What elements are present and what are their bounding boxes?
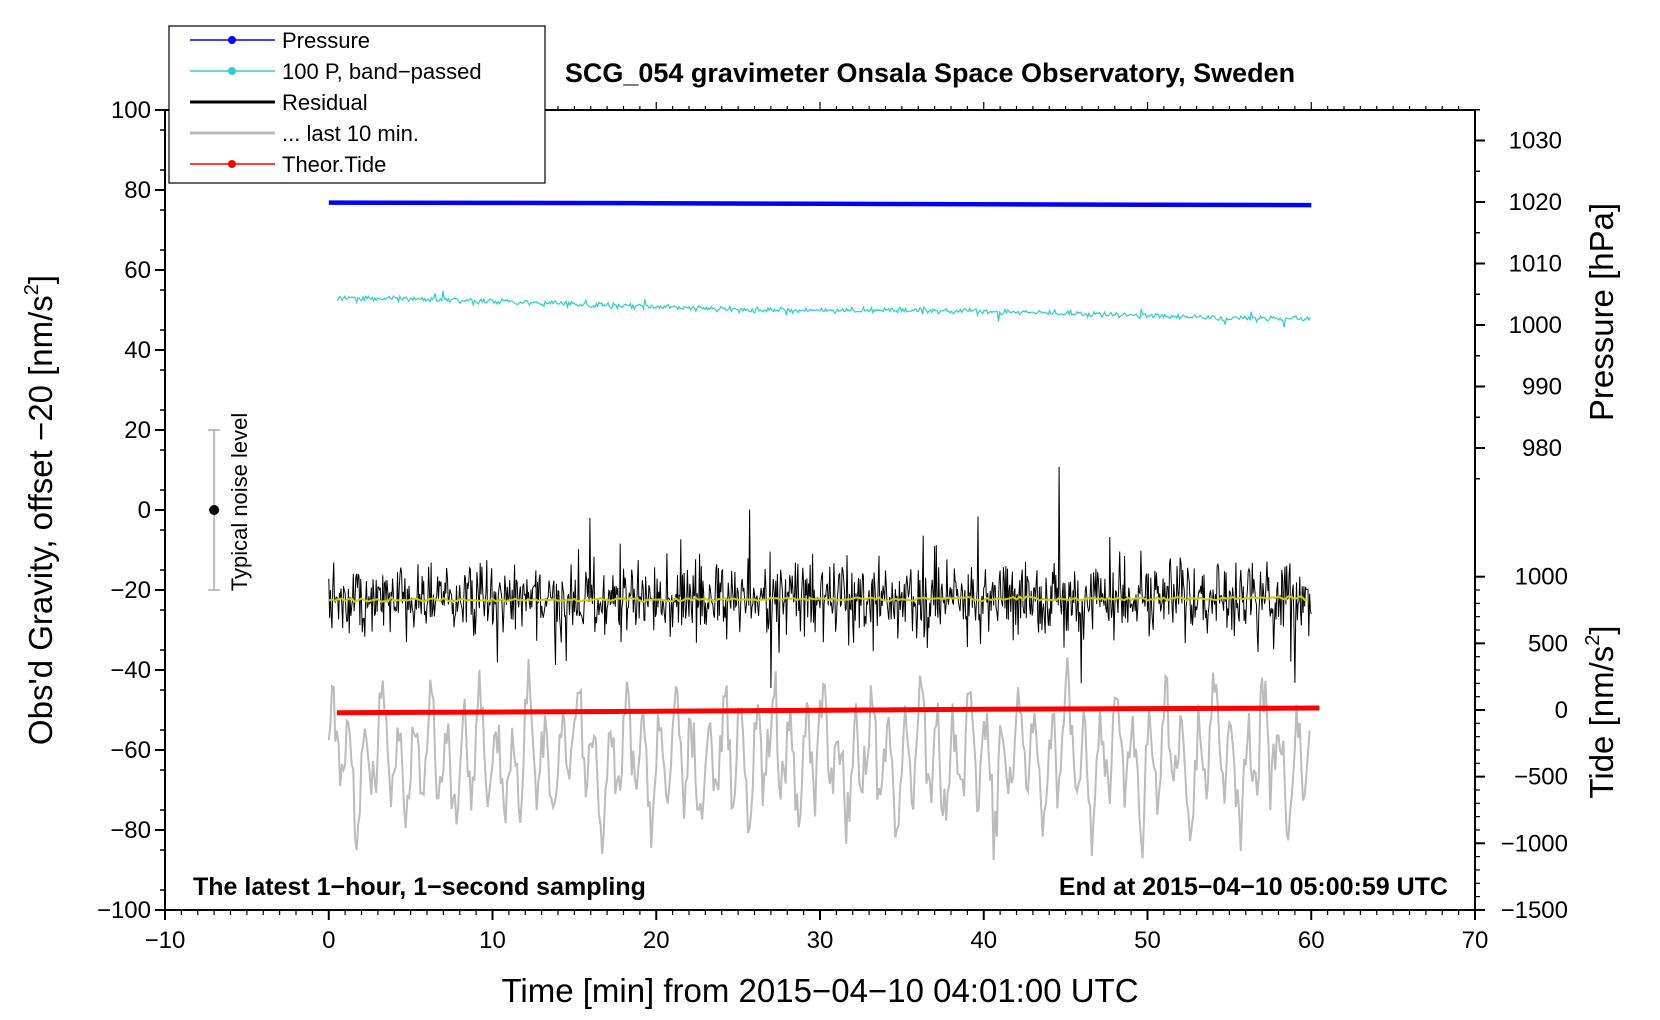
y-tick-label: 40 xyxy=(124,337,151,364)
series-layer xyxy=(327,200,1320,861)
series-residual xyxy=(328,466,1312,689)
y-axis-label-tide-sup: 2 xyxy=(1582,635,1604,646)
pressure-tick-label: 980 xyxy=(1522,435,1562,462)
y-axis-label-left-main: Obs'd Gravity, offset −20 [nm/s xyxy=(22,295,59,745)
legend-marker xyxy=(228,67,236,75)
legend-items: Pressure 100 P, band−passed Residual ... la… xyxy=(190,28,482,177)
x-tick-label: 20 xyxy=(643,927,670,954)
y-axis-label-left-end: ] xyxy=(22,275,59,284)
pressure-tick-label: 1010 xyxy=(1509,251,1562,278)
noise-dot xyxy=(209,505,220,515)
tide-tick-label: −1000 xyxy=(1501,830,1568,857)
y-tick-label: −60 xyxy=(110,737,151,764)
x-tick-label: 40 xyxy=(970,927,997,954)
y-tick-label: −100 xyxy=(97,897,151,924)
tide-tick-label: 1000 xyxy=(1515,564,1568,591)
x-axis-label: Time [min] from 2015−04−10 04:01:00 UTC xyxy=(501,972,1138,1009)
noise-indicator: Typical noise level xyxy=(208,413,252,592)
y-axis-label-tide: Tide [nm/s2] xyxy=(1582,625,1620,798)
y-tick-label: 80 xyxy=(124,177,151,204)
y-axis-label-tide-end: ] xyxy=(1583,625,1620,634)
legend-marker xyxy=(228,36,236,44)
note-left: The latest 1−hour, 1−second sampling xyxy=(193,873,646,901)
series-residual-smoothed xyxy=(328,594,1309,604)
x-tick-label: −10 xyxy=(145,927,186,954)
left-axis: −100 −80 −60 −40 −20 0 20 40 60 80 100 xyxy=(97,97,165,924)
tide-tick-label: −500 xyxy=(1514,764,1568,791)
pressure-tick-label: 1030 xyxy=(1509,128,1562,155)
y-tick-label: −40 xyxy=(110,657,151,684)
y-axis-label-left: Obs'd Gravity, offset −20 [nm/s2] xyxy=(21,275,59,745)
bottom-axis: −10 0 10 20 30 40 50 60 70 xyxy=(145,102,1489,954)
legend-box xyxy=(168,25,546,184)
y-axis-label-pressure: Pressure [hPa] xyxy=(1583,203,1620,421)
y-axis-label-tide-main: Tide [nm/s xyxy=(1583,646,1620,799)
pressure-tick-label: 1020 xyxy=(1509,189,1562,216)
right-axis: 980 990 1000 1010 1020 1030 −1500 −1000 −500 0 500… xyxy=(1475,109,1568,924)
x-tick-label: 70 xyxy=(1462,927,1489,954)
y-tick-label: 20 xyxy=(124,417,151,444)
noise-label: Typical noise level xyxy=(227,413,252,592)
series-band-passed xyxy=(336,290,1311,328)
x-tick-label: 50 xyxy=(1134,927,1161,954)
legend-label: Pressure xyxy=(282,28,370,53)
legend-marker xyxy=(228,160,236,168)
tide-tick-label: 500 xyxy=(1528,630,1568,657)
pressure-tick-label: 990 xyxy=(1522,374,1562,401)
x-tick-label: 10 xyxy=(479,927,506,954)
y-tick-label: 100 xyxy=(111,97,151,124)
legend-label: Residual xyxy=(282,90,368,115)
y-tick-label: 0 xyxy=(138,497,151,524)
x-tick-label: 60 xyxy=(1298,927,1325,954)
pressure-tick-label: 1000 xyxy=(1509,312,1562,339)
x-tick-label: 30 xyxy=(807,927,834,954)
series-last-10-min xyxy=(327,657,1311,861)
x-tick-label: 0 xyxy=(322,927,335,954)
y-axis-label-left-sup: 2 xyxy=(21,284,43,295)
y-tick-label: 60 xyxy=(124,257,151,284)
series-pressure xyxy=(328,200,1312,208)
y-tick-label: −20 xyxy=(110,577,151,604)
legend-label: 100 P, band−passed xyxy=(282,59,482,84)
legend-label: ... last 10 min. xyxy=(282,121,419,146)
tide-tick-label: −1500 xyxy=(1501,897,1568,924)
legend: Pressure 100 P, band−passed Residual ... la… xyxy=(168,25,546,184)
tide-tick-label: 0 xyxy=(1555,697,1568,724)
series-theor-tide xyxy=(336,705,1320,716)
chart-title: SCG_054 gravimeter Onsala Space Observat… xyxy=(565,58,1295,88)
legend-label: Theor.Tide xyxy=(282,152,386,177)
y-tick-label: −80 xyxy=(110,817,151,844)
note-right: End at 2015−04−10 05:00:59 UTC xyxy=(1059,873,1448,901)
